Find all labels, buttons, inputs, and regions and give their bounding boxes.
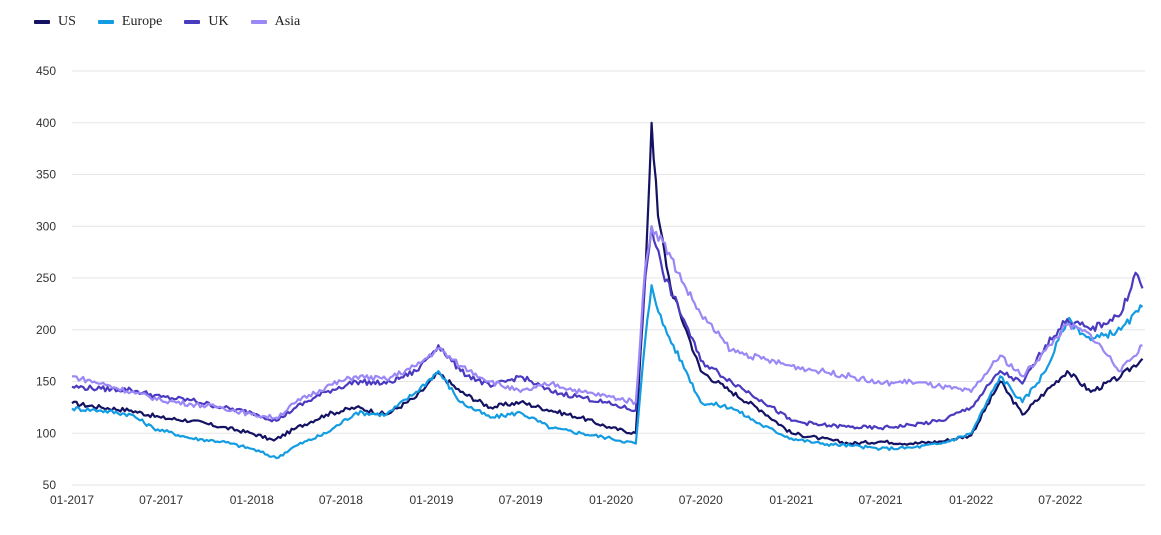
legend-swatch — [184, 20, 201, 24]
chart-legend: US Europe UK Asia — [34, 14, 300, 30]
y-tick-label: 300 — [36, 219, 56, 233]
y-tick-label: 250 — [36, 271, 56, 285]
legend-label: Europe — [121, 14, 163, 29]
x-tick-label: 01-2020 — [589, 493, 633, 507]
legend-item-us: US — [34, 14, 76, 30]
y-tick-label: 50 — [43, 478, 57, 492]
x-tick-label: 07-2020 — [679, 493, 723, 507]
legend-swatch — [97, 20, 114, 24]
x-tick-label: 01-2019 — [409, 493, 453, 507]
y-tick-label: 200 — [36, 323, 56, 337]
y-tick-label: 350 — [36, 168, 56, 182]
legend-label: Asia — [274, 14, 301, 29]
x-tick-label: 01-2022 — [949, 493, 993, 507]
y-tick-label: 450 — [36, 64, 56, 78]
series-line-europe — [71, 284, 1144, 460]
legend-label: US — [58, 14, 76, 29]
x-tick-label: 01-2017 — [50, 493, 94, 507]
legend-item-asia: Asia — [250, 14, 301, 30]
series-line-uk — [71, 225, 1144, 431]
x-tick-label: 07-2017 — [139, 493, 183, 507]
x-tick-label: 07-2021 — [859, 493, 903, 507]
legend-swatch — [34, 20, 50, 24]
legend-item-uk: UK — [184, 14, 229, 30]
legend-label: UK — [208, 14, 229, 29]
y-tick-label: 150 — [36, 375, 56, 389]
y-tick-label: 400 — [36, 116, 56, 130]
x-tick-label: 07-2018 — [319, 493, 363, 507]
x-tick-label: 07-2022 — [1038, 493, 1082, 507]
series-line-asia — [72, 225, 1143, 420]
legend-item-europe: Europe — [97, 14, 163, 30]
legend-swatch — [250, 20, 267, 24]
x-tick-label: 07-2019 — [499, 493, 543, 507]
x-tick-label: 01-2018 — [230, 493, 274, 507]
x-tick-label: 01-2021 — [769, 493, 813, 507]
y-tick-label: 100 — [36, 426, 56, 440]
